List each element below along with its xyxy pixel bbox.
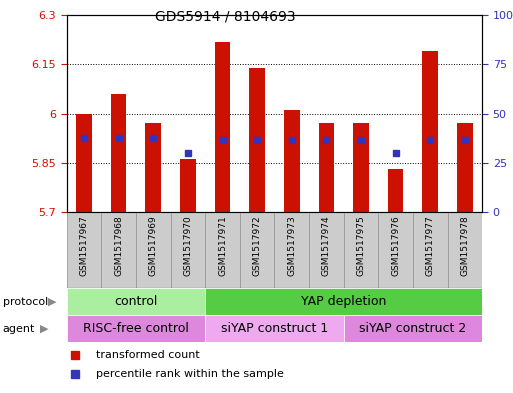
Text: GSM1517975: GSM1517975 — [357, 216, 366, 276]
Text: percentile rank within the sample: percentile rank within the sample — [96, 369, 284, 379]
Bar — [215, 42, 230, 212]
Bar — [67, 212, 101, 288]
Text: siYAP construct 2: siYAP construct 2 — [359, 322, 467, 335]
Text: GSM1517976: GSM1517976 — [391, 216, 400, 276]
Bar — [67, 315, 205, 342]
Text: transformed count: transformed count — [96, 350, 200, 360]
Bar — [180, 160, 195, 212]
Bar — [447, 212, 482, 288]
Bar — [76, 114, 92, 212]
Text: GSM1517968: GSM1517968 — [114, 216, 123, 276]
Text: GSM1517973: GSM1517973 — [287, 216, 297, 276]
Text: ▶: ▶ — [48, 297, 57, 307]
Bar — [240, 212, 274, 288]
Text: agent: agent — [3, 323, 35, 334]
Bar — [319, 123, 334, 212]
Text: GSM1517969: GSM1517969 — [149, 216, 158, 276]
Bar — [344, 212, 378, 288]
Bar — [413, 212, 447, 288]
Bar — [111, 94, 126, 212]
Bar — [457, 123, 472, 212]
Text: ▶: ▶ — [40, 323, 49, 334]
Bar — [423, 51, 438, 212]
Text: GSM1517977: GSM1517977 — [426, 216, 435, 276]
Bar — [146, 123, 161, 212]
Bar — [249, 68, 265, 212]
Bar — [309, 212, 344, 288]
Text: GSM1517970: GSM1517970 — [183, 216, 192, 276]
Bar — [170, 212, 205, 288]
Text: protocol: protocol — [3, 297, 48, 307]
Text: GSM1517972: GSM1517972 — [252, 216, 262, 276]
Bar — [205, 212, 240, 288]
Text: GDS5914 / 8104693: GDS5914 / 8104693 — [155, 10, 296, 24]
Bar — [205, 315, 344, 342]
Text: control: control — [114, 295, 157, 309]
Bar — [205, 288, 482, 315]
Bar — [378, 212, 413, 288]
Bar — [388, 169, 403, 212]
Bar — [101, 212, 136, 288]
Text: RISC-free control: RISC-free control — [83, 322, 189, 335]
Bar — [274, 212, 309, 288]
Text: YAP depletion: YAP depletion — [301, 295, 386, 309]
Text: siYAP construct 1: siYAP construct 1 — [221, 322, 328, 335]
Bar — [67, 288, 205, 315]
Text: GSM1517978: GSM1517978 — [460, 216, 469, 276]
Text: GSM1517974: GSM1517974 — [322, 216, 331, 276]
Bar — [136, 212, 170, 288]
Bar — [344, 315, 482, 342]
Bar — [284, 110, 300, 212]
Text: GSM1517971: GSM1517971 — [218, 216, 227, 276]
Bar — [353, 123, 369, 212]
Text: GSM1517967: GSM1517967 — [80, 216, 89, 276]
